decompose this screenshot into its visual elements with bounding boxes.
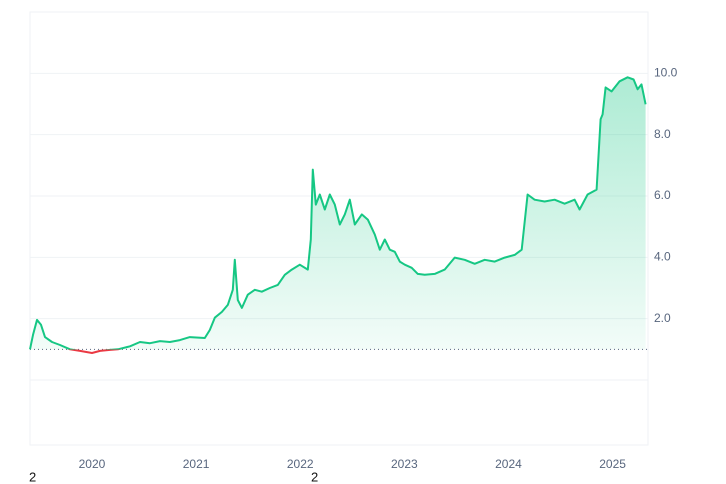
y-tick-label: 2.0 <box>654 311 671 325</box>
y-tick-label: 6.0 <box>654 188 671 202</box>
x-tick-label: 2022 <box>287 457 314 471</box>
price-area <box>30 77 646 350</box>
price-line <box>29 76 647 354</box>
annotation: 2 <box>311 469 318 484</box>
x-tick-label: 2020 <box>79 457 106 471</box>
y-tick-label: 8.0 <box>654 127 671 141</box>
x-tick-label: 2024 <box>495 457 522 471</box>
plot-frame <box>29 11 649 446</box>
x-tick-label: 2021 <box>183 457 210 471</box>
annotation: 2 <box>29 469 36 484</box>
y-tick-label: 10.0 <box>654 66 678 80</box>
x-tick-label: 2025 <box>599 457 626 471</box>
y-tick-label: 4.0 <box>654 250 671 264</box>
x-tick-label: 2023 <box>391 457 418 471</box>
